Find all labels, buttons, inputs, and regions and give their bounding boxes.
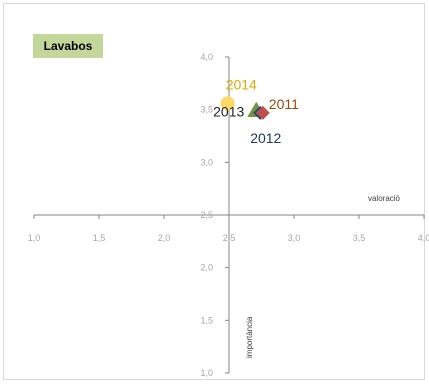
chart-title: Lavabos <box>33 34 103 58</box>
y-tick-label: 1,0 <box>200 368 213 378</box>
x-tick-label: 3,5 <box>353 233 366 243</box>
x-tick-label: 4,0 <box>418 233 429 243</box>
y-tick-label: 1,5 <box>200 315 213 325</box>
x-tick-label: 1,5 <box>93 233 106 243</box>
y-tick-label: 2,0 <box>200 263 213 273</box>
x-tick-labels: 1,0 1,5 2,0 2,5 3,0 3,5 4,0 <box>28 233 429 243</box>
y-tick-label: 2,5 <box>200 210 213 220</box>
y-tick-labels: 1,0 1,5 2,0 2,5 3,0 3,5 4,0 <box>200 52 213 378</box>
x-axis-label: valoració <box>368 194 401 203</box>
y-tick-label: 3,0 <box>200 157 213 167</box>
data-label-2012: 2012 <box>250 130 281 146</box>
data-label-2014: 2014 <box>226 76 257 92</box>
x-tick-label: 1,0 <box>28 233 41 243</box>
data-point-2014 <box>220 96 235 111</box>
x-tick-label: 2,0 <box>158 233 171 243</box>
x-tick-label: 2,5 <box>223 233 236 243</box>
data-label-2011: 2011 <box>269 96 299 112</box>
data-label-2013: 2013 <box>213 104 244 120</box>
chart-frame <box>3 3 425 380</box>
data-points <box>220 96 270 120</box>
y-tick-label: 3,5 <box>200 105 213 115</box>
y-tick-label: 4,0 <box>200 52 213 62</box>
data-point-2011 <box>255 105 270 120</box>
data-point-labels: 2011 2012 2013 2014 <box>213 76 299 145</box>
y-axis-label: importància <box>245 316 254 358</box>
x-tick-label: 3,0 <box>288 233 301 243</box>
